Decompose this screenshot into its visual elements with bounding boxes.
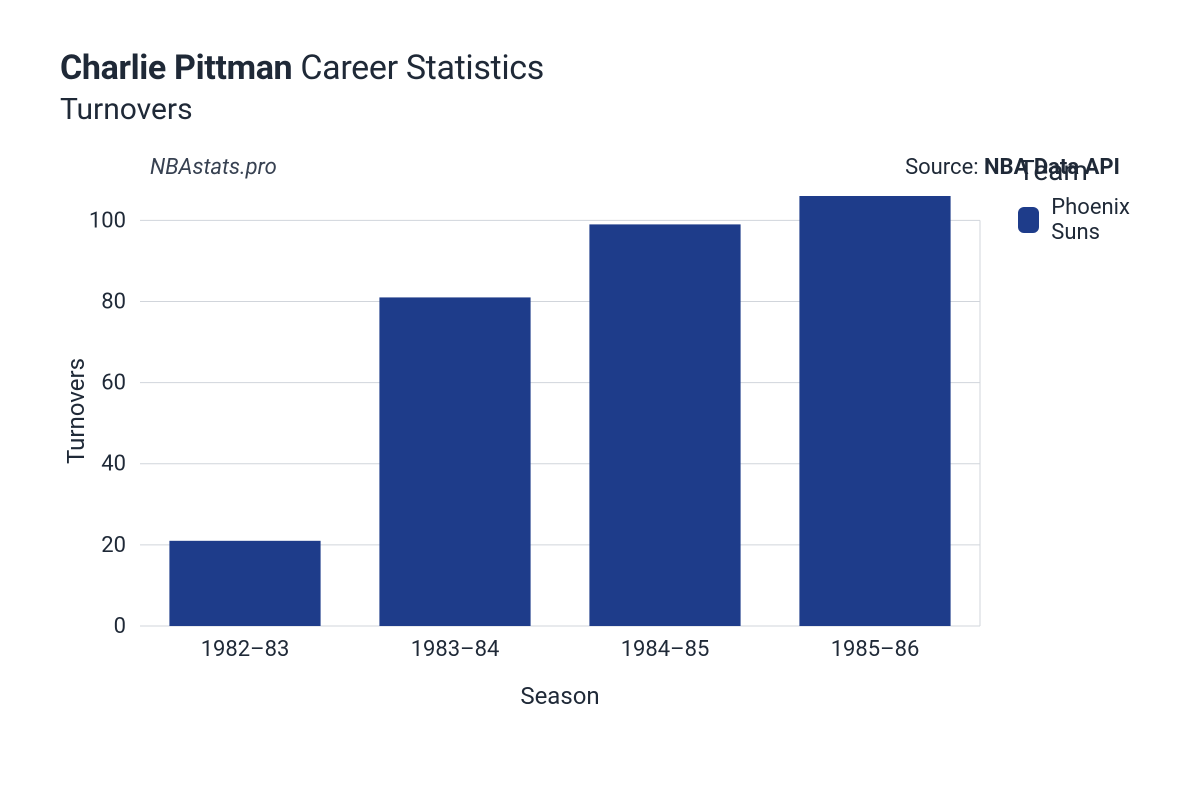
x-tick-label: 1985–86: [831, 637, 920, 662]
chart-svg: 0 20 40 60 80 100 1982–83 1983–84 1984–85 1985–86…: [60, 186, 990, 746]
y-tick-label: 0: [114, 614, 126, 639]
x-axis-label: Season: [520, 682, 599, 710]
title-rest: Career Statistics: [292, 48, 544, 88]
chart-subtitle: Turnovers: [60, 92, 1160, 127]
y-tick-label: 60: [101, 371, 126, 396]
legend-items: Phoenix Suns: [1018, 195, 1160, 245]
chart-row: 0 20 40 60 80 100 1982–83 1983–84 1984–85 1985–86…: [60, 186, 1160, 686]
bar: [589, 224, 740, 626]
watermark-text: NBAstats.pro: [150, 155, 277, 180]
legend-item-label: Phoenix Suns: [1051, 195, 1160, 245]
y-tick-label: 40: [101, 452, 126, 477]
y-tick-label: 100: [89, 208, 126, 233]
source-prefix: Source:: [905, 155, 984, 180]
legend-item: Phoenix Suns: [1018, 195, 1160, 245]
legend-title: Team: [1018, 154, 1160, 187]
bar: [799, 196, 950, 626]
y-tick-label: 20: [101, 533, 126, 558]
x-tick-label: 1984–85: [621, 637, 710, 662]
bar: [169, 541, 320, 626]
chart-area: 0 20 40 60 80 100 1982–83 1983–84 1984–85 1985–86…: [60, 186, 990, 686]
y-axis-label: Turnovers: [62, 358, 90, 464]
x-tick-label: 1982–83: [201, 637, 290, 662]
legend-swatch: [1018, 207, 1039, 233]
annotation-row: NBAstats.pro Source: NBA Data API: [150, 155, 1120, 180]
legend: Team Phoenix Suns: [1018, 154, 1160, 245]
chart-container: Charlie Pittman Career Statistics Turnov…: [0, 0, 1200, 800]
bar: [379, 297, 530, 626]
x-tick-label: 1983–84: [411, 637, 500, 662]
chart-title: Charlie Pittman Career Statistics: [60, 48, 1160, 88]
y-tick-label: 80: [101, 289, 126, 314]
title-bold: Charlie Pittman: [60, 48, 292, 88]
title-block: Charlie Pittman Career Statistics Turnov…: [60, 48, 1160, 127]
